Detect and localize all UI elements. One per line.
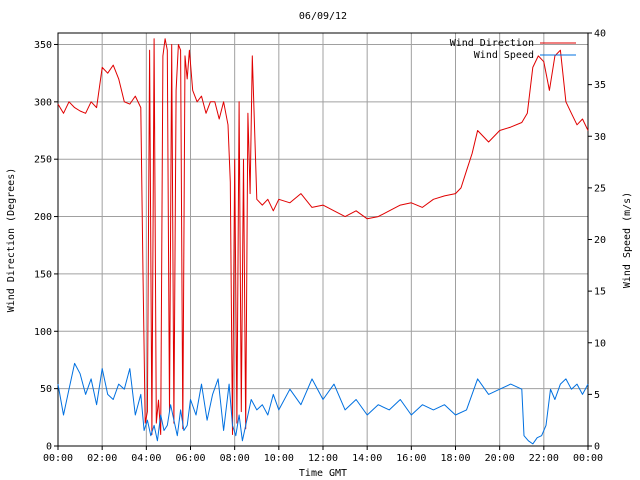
y-right-tick-label: 35 xyxy=(594,80,606,91)
legend-label-wind-speed: Wind Speed xyxy=(474,50,534,61)
grid-lines xyxy=(58,33,588,446)
y-axis-left-label: Wind Direction (Degrees) xyxy=(6,168,17,313)
x-tick-label: 00:00 xyxy=(43,453,73,464)
legend-label-wind-direction: Wind Direction xyxy=(450,38,534,49)
y-axis-right-label: Wind Speed (m/s) xyxy=(622,192,633,288)
y-right-tick-label: 30 xyxy=(594,132,606,143)
tick-labels: 00:00 02:00 04:00 06:00 08:00 10:00 12:00 14:00… xyxy=(34,29,606,465)
y-right-tick-label: 15 xyxy=(594,287,606,298)
x-tick-label: 14:00 xyxy=(352,453,382,464)
chart-title: 06/09/12 xyxy=(299,11,347,22)
y-left-tick-label: 300 xyxy=(34,97,52,108)
y-left-tick-label: 250 xyxy=(34,155,52,166)
y-right-tick-label: 0 xyxy=(594,442,600,453)
y-right-tick-label: 10 xyxy=(594,338,606,349)
x-tick-label: 20:00 xyxy=(485,453,515,464)
y-left-tick-label: 200 xyxy=(34,212,52,223)
legend: Wind Direction Wind Speed xyxy=(450,38,576,61)
y-left-tick-label: 100 xyxy=(34,327,52,338)
x-tick-label: 22:00 xyxy=(529,453,559,464)
series-line-wind-speed xyxy=(57,362,589,445)
x-tick-label: 04:00 xyxy=(131,453,161,464)
x-tick-label: 10:00 xyxy=(264,453,294,464)
y-left-tick-label: 50 xyxy=(40,384,52,395)
y-right-tick-label: 20 xyxy=(594,235,606,246)
x-tick-label: 18:00 xyxy=(440,453,470,464)
y-left-tick-label: 0 xyxy=(46,442,52,453)
y-right-tick-label: 5 xyxy=(594,390,600,401)
x-tick-label: 00:00 xyxy=(573,453,603,464)
series-line-wind-direction xyxy=(57,38,589,435)
y-right-tick-label: 40 xyxy=(594,29,606,40)
x-axis-label: Time GMT xyxy=(299,468,347,479)
y-right-tick-label: 25 xyxy=(594,183,606,194)
x-tick-label: 16:00 xyxy=(396,453,426,464)
x-tick-label: 06:00 xyxy=(175,453,205,464)
y-left-tick-label: 150 xyxy=(34,269,52,280)
series-layer xyxy=(57,38,589,445)
x-tick-label: 08:00 xyxy=(220,453,250,464)
x-tick-label: 12:00 xyxy=(308,453,338,464)
y-left-tick-label: 350 xyxy=(34,40,52,51)
x-tick-label: 02:00 xyxy=(87,453,117,464)
